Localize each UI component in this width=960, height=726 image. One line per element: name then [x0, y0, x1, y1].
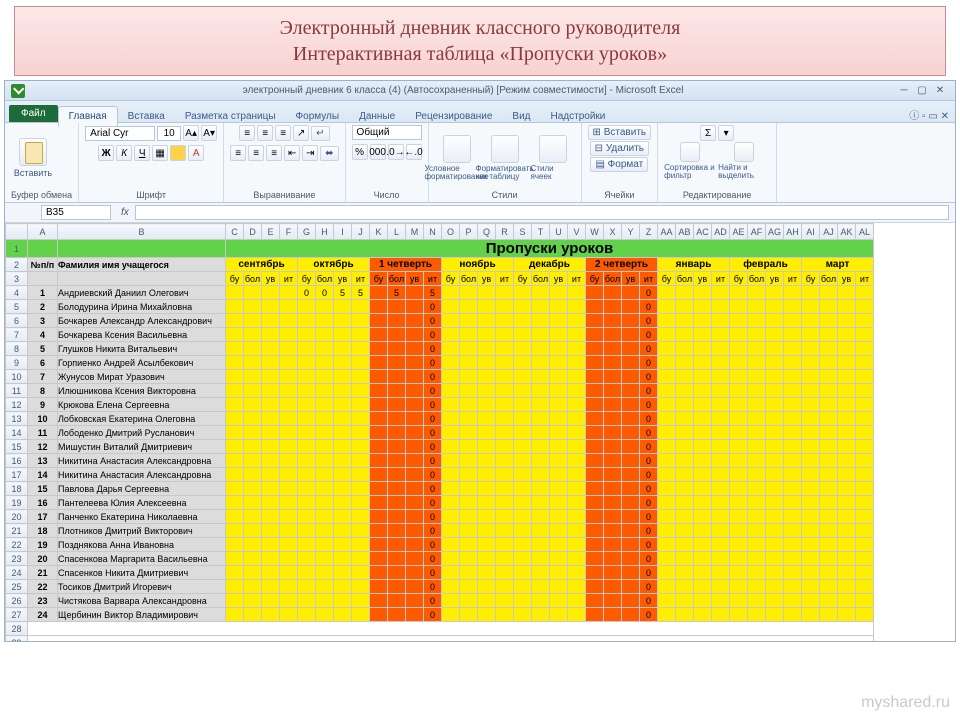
group-styles: Условное форматирование Форматировать ка…	[429, 123, 582, 202]
fill-color-button[interactable]	[170, 145, 186, 161]
banner-line2: Интерактивная таблица «Пропуски уроков»	[27, 41, 933, 67]
maximize-icon: ▢	[913, 85, 931, 96]
shrink-font-icon[interactable]: A▾	[201, 125, 217, 141]
excel-window: электронный дневник 6 класса (4) (Автосо…	[4, 80, 956, 642]
conditional-formatting-button[interactable]: Условное форматирование	[435, 135, 479, 181]
merge-button[interactable]: ⬌	[320, 146, 338, 161]
italic-button[interactable]: К	[116, 145, 132, 161]
paste-button[interactable]: Вставить	[11, 138, 55, 178]
title-bar: электронный дневник 6 класса (4) (Автосо…	[5, 81, 955, 101]
worksheet-area[interactable]: ABCDEFGHIJKLMNOPQRSTUVWXYZAAABACADAEAFAG…	[5, 223, 955, 641]
font-color-button[interactable]: A	[188, 145, 204, 161]
cell-styles-button[interactable]: Стили ячеек	[531, 135, 575, 181]
font-name[interactable]: Arial Cyr	[85, 126, 155, 141]
group-number: Общий %000 .0→←.0 Число	[346, 123, 429, 202]
close-icon: ✕	[931, 85, 949, 96]
group-alignment: ≡≡≡ ↗ ↵ ≡≡≡ ⇤⇥ ⬌ Выравнивание	[224, 123, 345, 202]
fx-icon[interactable]: fx	[121, 207, 129, 218]
banner-line1: Электронный дневник классного руководите…	[27, 15, 933, 41]
help-icon[interactable]: ⓘ ▫ ▭ ✕	[909, 107, 949, 122]
ribbon-tabs: Файл ГлавнаяВставкаРазметка страницыФорм…	[5, 101, 955, 123]
border-button[interactable]: ▦	[152, 145, 168, 161]
orientation-icon[interactable]: ↗	[293, 125, 309, 141]
delete-button[interactable]: ⊟ Удалить	[590, 141, 649, 156]
bold-button[interactable]: Ж	[98, 145, 114, 161]
wrap-text-button[interactable]: ↵	[311, 126, 329, 141]
worksheet-grid: ABCDEFGHIJKLMNOPQRSTUVWXYZAAABACADAEAFAG…	[5, 223, 874, 641]
watermark: myshared.ru	[861, 694, 950, 712]
underline-button[interactable]: Ч	[134, 145, 150, 161]
file-tab[interactable]: Файл	[9, 105, 58, 122]
autosum-icon[interactable]: Σ	[700, 125, 716, 141]
window-controls[interactable]: ─▢✕	[895, 85, 949, 96]
group-cells: ⊞ Вставить ⊟ Удалить ▤ Формат Ячейки	[582, 123, 659, 202]
grow-font-icon[interactable]: A▴	[183, 125, 199, 141]
group-font: Arial Cyr 10 A▴ A▾ Ж К Ч ▦ A Шрифт	[79, 123, 224, 202]
align-top-icon[interactable]: ≡	[239, 125, 255, 141]
formula-bar: B35 fx	[5, 203, 955, 223]
group-clipboard: Вставить Буфер обмена	[5, 123, 79, 202]
format-as-table-button[interactable]: Форматировать как таблицу	[483, 135, 527, 181]
number-format[interactable]: Общий	[352, 125, 422, 140]
formula-input[interactable]	[135, 205, 949, 220]
minimize-icon: ─	[895, 85, 913, 96]
format-button[interactable]: ▤ Формат	[590, 157, 648, 172]
name-box[interactable]: B35	[41, 205, 111, 220]
group-editing: Σ▾ Сортировка и фильтр Найти и выделить …	[658, 123, 777, 202]
ribbon: Вставить Буфер обмена Arial Cyr 10 A▴ A▾…	[5, 123, 955, 203]
insert-button[interactable]: ⊞ Вставить	[588, 125, 652, 140]
slide-title-banner: Электронный дневник классного руководите…	[14, 6, 946, 76]
window-title: электронный дневник 6 класса (4) (Автосо…	[31, 85, 895, 96]
excel-icon	[11, 84, 25, 98]
font-size[interactable]: 10	[157, 126, 181, 141]
sort-filter-button[interactable]: Сортировка и фильтр	[664, 142, 716, 180]
find-select-button[interactable]: Найти и выделить	[718, 142, 770, 180]
